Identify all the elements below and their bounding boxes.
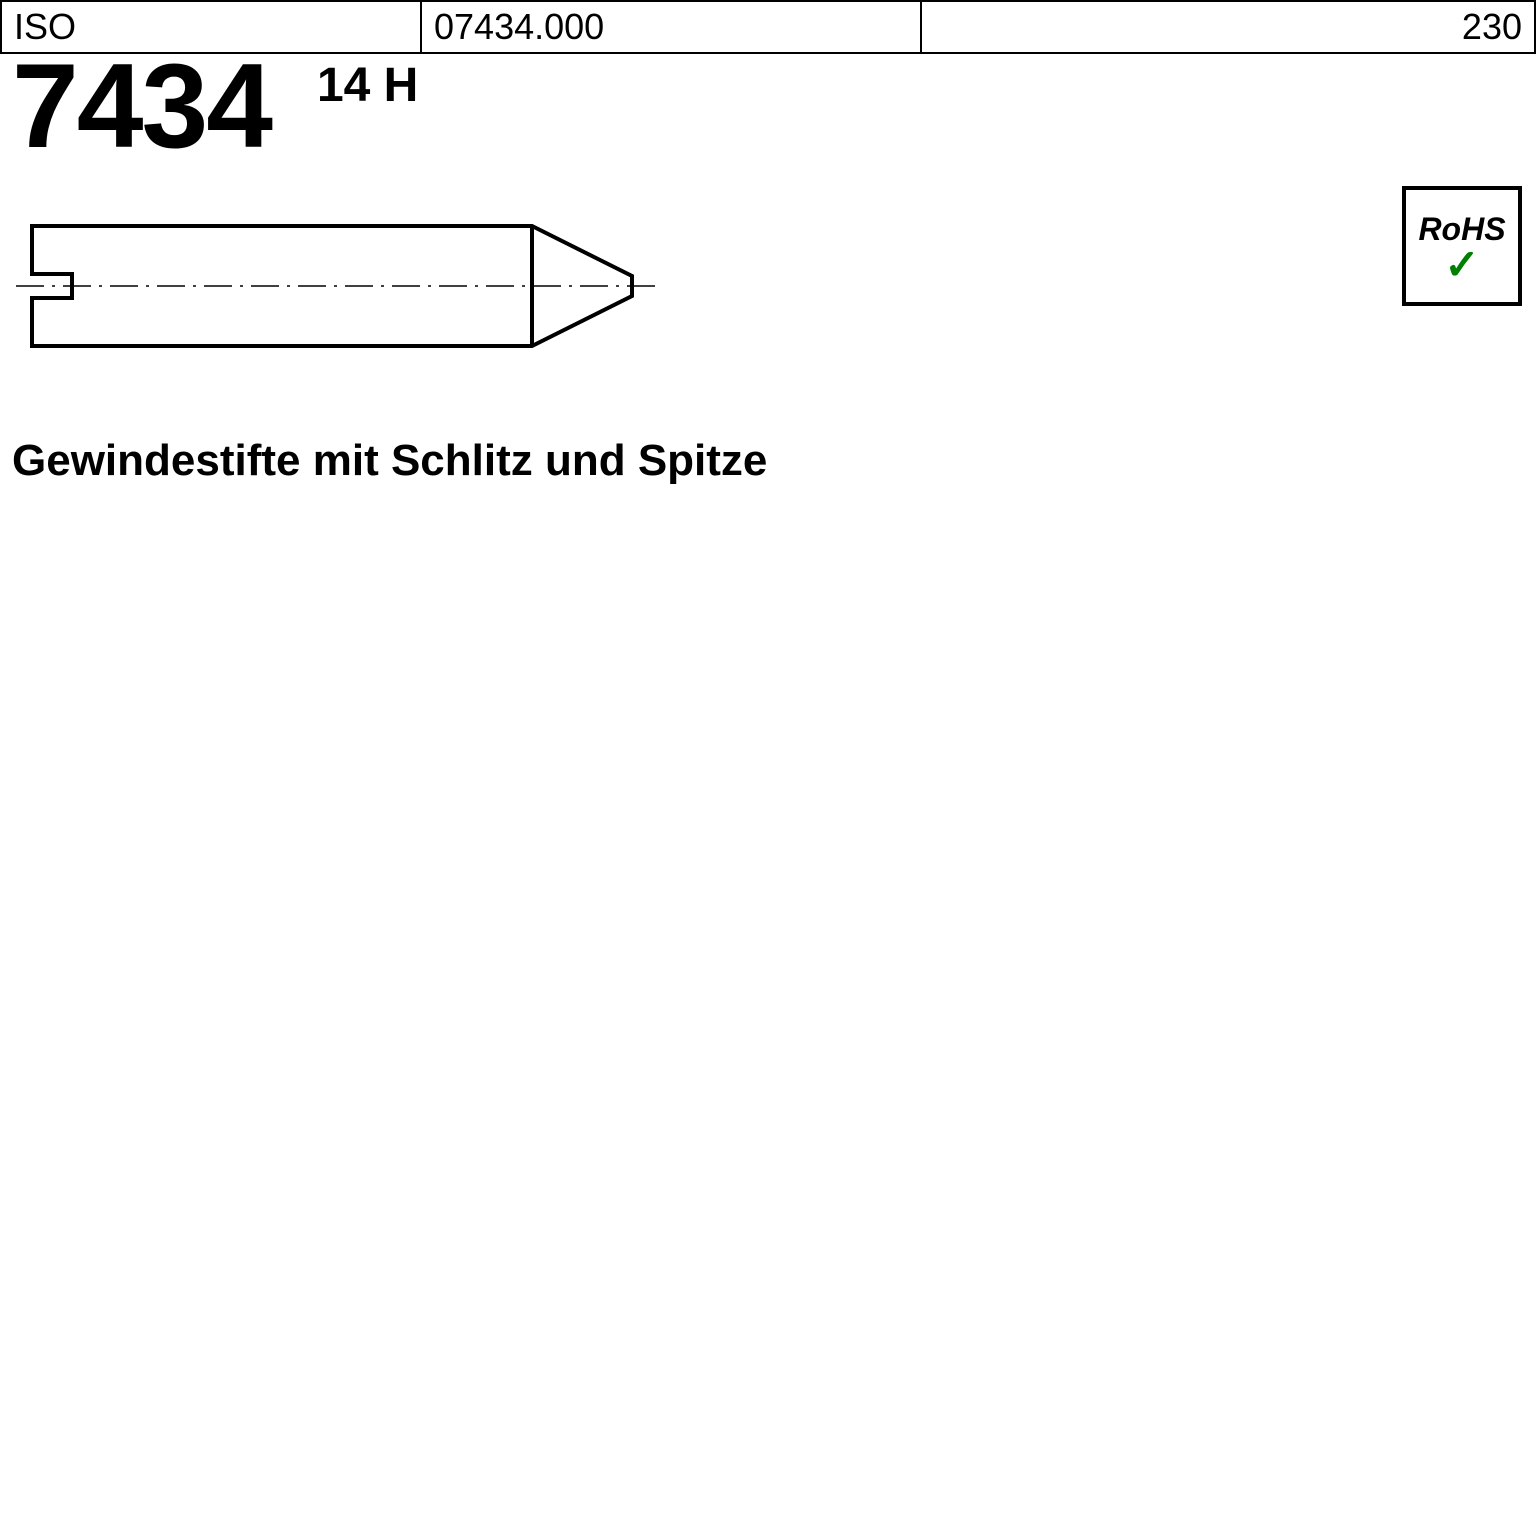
standard-number: 7434 — [12, 46, 271, 166]
rohs-badge: RoHS ✓ — [1402, 186, 1522, 306]
rohs-check-icon: ✓ — [1444, 248, 1479, 282]
grade-label: 14 H — [317, 58, 418, 113]
description-text: Gewindestifte mit Schlitz und Spitze — [0, 386, 1536, 486]
main-row: 7434 14 H — [0, 54, 1536, 166]
setscrew-diagram — [12, 206, 692, 366]
header-ref-number: 230 — [921, 1, 1535, 53]
header-code: 07434.000 — [421, 1, 921, 53]
diagram-area: RoHS ✓ — [0, 166, 1536, 386]
